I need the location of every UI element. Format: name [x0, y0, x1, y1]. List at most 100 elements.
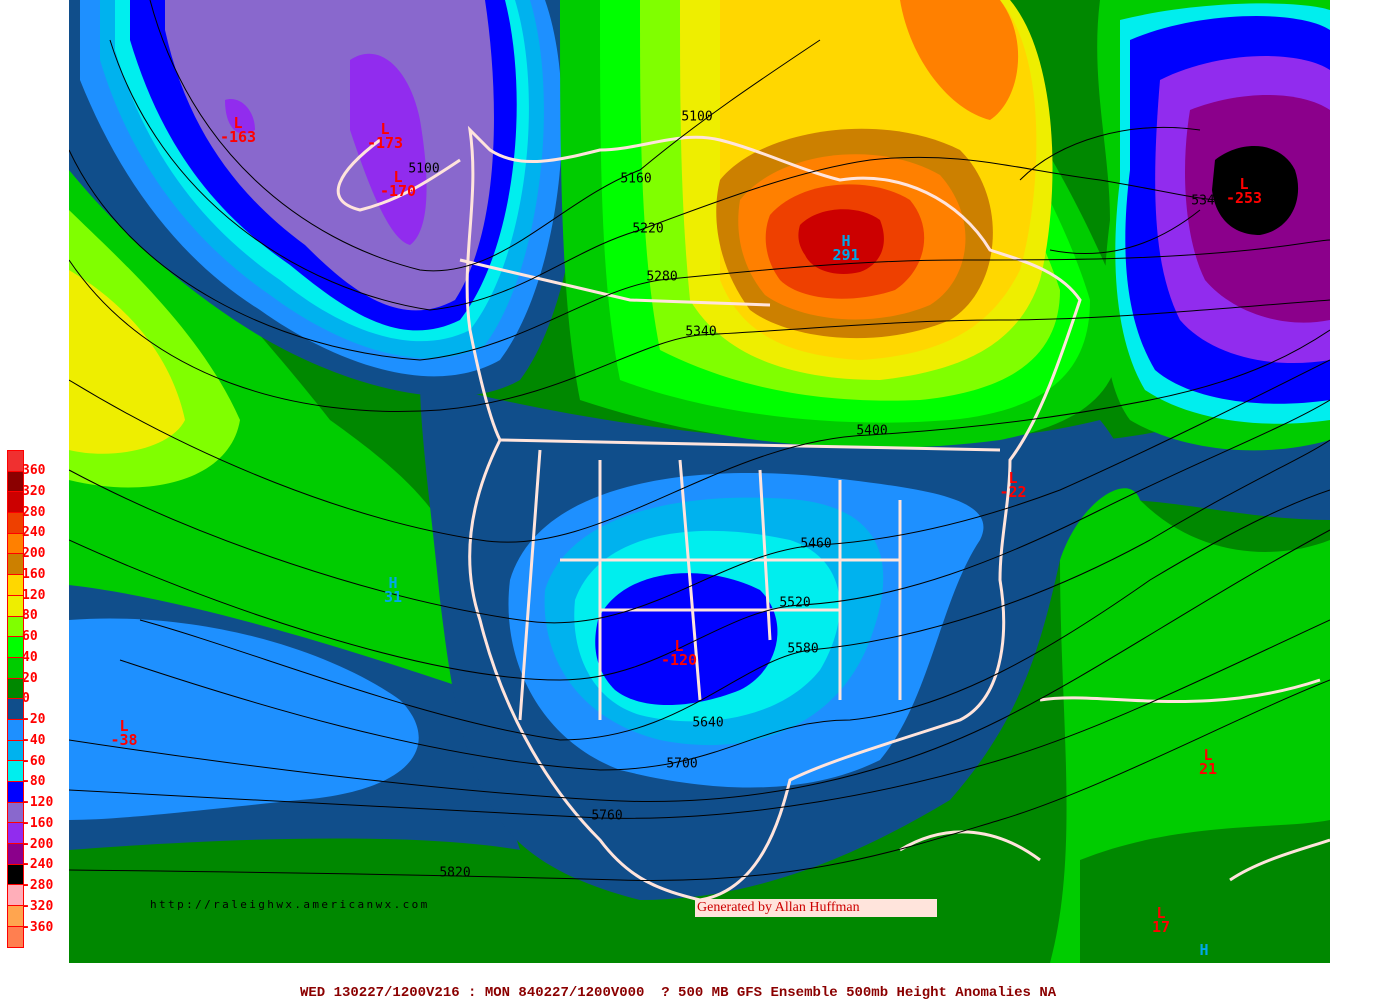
legend-swatch [8, 802, 23, 824]
legend-swatch [8, 761, 23, 782]
center-type: L [393, 168, 403, 186]
center-value: 31 [383, 588, 403, 606]
legend-label: 40 [22, 649, 38, 665]
contour-label: 5640 [692, 715, 724, 731]
legend-label: -20 [22, 712, 46, 727]
legend-swatch [8, 844, 23, 865]
legend-label: 240 [22, 525, 46, 541]
low-center: L -170 [379, 168, 417, 200]
contour-label: 5820 [439, 865, 471, 881]
legend-swatch [8, 471, 23, 493]
legend-swatch [8, 906, 23, 927]
legend-swatch [8, 595, 23, 617]
low-center: L -22 [999, 469, 1027, 501]
legend-swatch [8, 513, 23, 534]
legend-swatch [8, 533, 23, 555]
legend-label: -360 [22, 919, 54, 935]
contour-label: 534 [1191, 193, 1215, 209]
legend-label: -60 [22, 753, 46, 769]
legend-label: 320 [22, 483, 46, 499]
legend-swatch [8, 699, 23, 720]
center-type: L [674, 637, 684, 655]
low-center: L -120 [660, 637, 698, 669]
center-value: 17 [1151, 918, 1171, 936]
map-caption: WED 130227/1200V216 : MON 840227/1200V00… [300, 985, 1057, 1001]
low-center: L -38 [110, 717, 138, 749]
contour-label: 5700 [666, 756, 698, 772]
legend-swatch [8, 492, 23, 514]
high-center: H 31 [383, 574, 403, 606]
legend-label: 0 [22, 691, 30, 707]
legend-swatch [8, 657, 23, 679]
legend-label: -280 [22, 878, 54, 893]
center-type: L [380, 120, 390, 138]
legend-label: 120 [22, 587, 46, 603]
legend-swatch [8, 740, 23, 762]
credit-label: Generated by Allan Huffman [695, 899, 937, 917]
legend-label: -240 [22, 857, 54, 873]
source-url: http://raleighwx.americanwx.com [150, 898, 430, 911]
low-center: L -163 [219, 114, 257, 146]
center-value: 21 [1198, 760, 1218, 778]
legend-swatch [8, 719, 23, 741]
contour-label: 5400 [856, 423, 888, 439]
center-value: 291 [832, 246, 860, 264]
legend-label: -80 [22, 774, 46, 790]
center-type: L [1203, 746, 1213, 764]
center-type: L [1239, 175, 1249, 193]
center-value: -173 [366, 134, 404, 152]
contour-label: 5160 [620, 171, 652, 187]
center-value: -253 [1225, 189, 1263, 207]
legend-label: 160 [22, 566, 46, 582]
legend-swatch [8, 451, 23, 472]
center-value: -170 [379, 182, 417, 200]
color-legend [7, 450, 24, 948]
legend-label: -40 [22, 732, 46, 748]
center-type: H [1199, 941, 1209, 959]
legend-label: 360 [22, 463, 46, 478]
center-type: L [119, 717, 129, 735]
legend-swatch [8, 678, 23, 700]
legend-swatch [8, 885, 23, 907]
contour-label: 5520 [779, 595, 811, 611]
legend-label: 200 [22, 546, 46, 561]
legend-swatch [8, 554, 23, 576]
low-center: L -173 [366, 120, 404, 152]
legend-label: 280 [22, 504, 46, 520]
legend-swatch [8, 637, 23, 658]
legend-swatch [8, 823, 23, 845]
legend-swatch [8, 864, 23, 886]
center-type: H [388, 574, 398, 592]
contour-label: 5340 [685, 324, 717, 340]
high-center: H 291 [832, 232, 860, 264]
low-center: L 17 [1151, 904, 1171, 936]
contour-label: 5100 [681, 109, 713, 125]
center-value: -120 [660, 651, 698, 669]
legend-label: 80 [22, 608, 38, 624]
center-type: H [841, 232, 851, 250]
center-type: L [1156, 904, 1166, 922]
center-value: -163 [219, 128, 257, 146]
center-value: -22 [999, 483, 1027, 501]
legend-label: -120 [22, 795, 54, 810]
legend-label: -320 [22, 898, 54, 914]
center-type: L [233, 114, 243, 132]
contour-label: 5760 [591, 808, 623, 824]
high-center: H [1199, 941, 1209, 959]
legend-label: -160 [22, 815, 54, 831]
low-center: L 21 [1198, 746, 1218, 778]
center-type: L [1008, 469, 1018, 487]
low-center: L -253 [1225, 175, 1263, 207]
center-value: -38 [110, 731, 138, 749]
contour-label: 5580 [787, 641, 819, 657]
legend-swatch [8, 926, 23, 947]
legend-swatch [8, 616, 23, 638]
legend-label: 20 [22, 670, 38, 686]
legend-label: 60 [22, 629, 38, 644]
legend-swatch [8, 782, 23, 803]
contour-label: 5280 [646, 269, 678, 285]
contour-label: 5100 [408, 161, 440, 177]
contour-label: 5460 [800, 536, 832, 552]
legend-label: -200 [22, 836, 54, 852]
